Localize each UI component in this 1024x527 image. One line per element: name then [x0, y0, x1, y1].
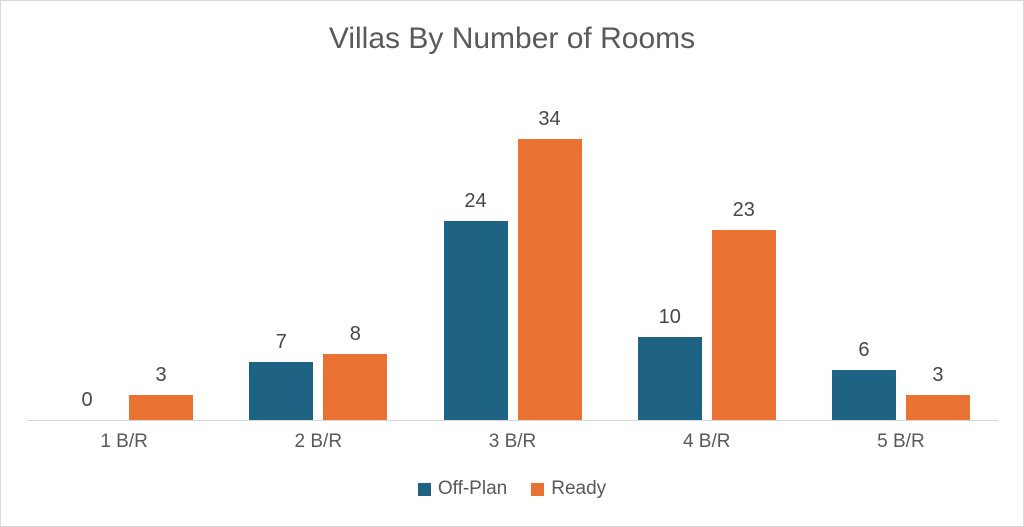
x-axis-label-5-b-r: 5 B/R [877, 431, 925, 452]
data-label-off-plan-4-b-r: 10 [658, 306, 681, 329]
bar-off-plan-5-b-r: 6 [831, 339, 896, 420]
bar-ready-4-b-r: 23 [711, 199, 776, 420]
data-label-off-plan-3-b-r: 24 [464, 190, 487, 213]
x-axis-label-1-b-r: 1 B/R [100, 431, 148, 452]
data-label-off-plan-1-b-r: 0 [81, 389, 93, 411]
legend: Off-Plan Ready [1, 478, 1023, 500]
bar-off-plan-4-b-r: 10 [637, 306, 702, 420]
data-label-ready-1-b-r: 3 [155, 364, 167, 387]
data-label-ready-5-b-r: 3 [932, 364, 944, 387]
data-label-ready-4-b-r: 23 [732, 198, 755, 221]
bar-ready-5-b-r: 3 [905, 364, 970, 420]
legend-swatch-ready [531, 482, 545, 496]
data-label-off-plan-2-b-r: 7 [275, 331, 287, 354]
category-group-3-b-r: 24 34 [415, 89, 609, 420]
legend-item-off-plan: Off-Plan [417, 478, 508, 500]
chart-title: Villas By Number of Rooms [328, 22, 696, 55]
bar-ready-2-b-r: 8 [323, 323, 388, 420]
x-axis-label-3-b-r: 3 B/R [488, 431, 537, 452]
legend-label-ready: Ready [551, 478, 607, 499]
data-label-ready-3-b-r: 34 [538, 107, 561, 130]
x-axis-label-4-b-r: 4 B/R [682, 431, 731, 452]
bar-off-plan-3-b-r: 24 [443, 190, 508, 420]
x-axis-label-2-b-r: 2 B/R [294, 431, 343, 452]
data-label-ready-2-b-r: 8 [349, 322, 361, 345]
bar-off-plan-2-b-r: 7 [249, 331, 314, 420]
bar-ready-1-b-r: 3 [129, 364, 194, 420]
legend-label-off-plan: Off-Plan [437, 478, 508, 499]
x-axis-labels: 1 B/R 2 B/R 3 B/R 4 B/R 5 B/R [27, 431, 998, 453]
plot-area: 0 3 7 8 24 34 10 23 6 3 [27, 89, 998, 421]
bar-ready-3-b-r: 34 [517, 108, 582, 420]
data-label-off-plan-5-b-r: 6 [858, 339, 870, 362]
legend-swatch-off-plan [417, 482, 431, 496]
legend-item-ready: Ready [531, 478, 606, 500]
category-group-4-b-r: 10 23 [610, 89, 804, 420]
